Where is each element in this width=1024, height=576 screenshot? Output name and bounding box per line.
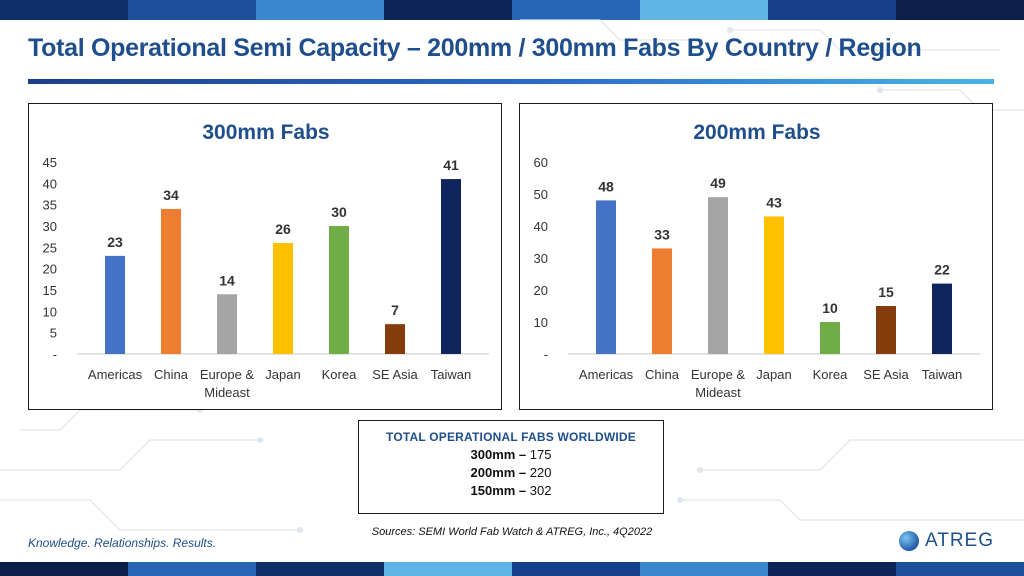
atreg-logo: ATREG [898,530,994,552]
bar [820,322,840,354]
y-tick-label: 25 [43,240,57,255]
bar [652,248,672,354]
logo-text: ATREG [924,530,994,551]
category-label: Mideast [204,385,250,400]
data-label: 26 [275,221,291,237]
y-tick-label: 20 [43,262,57,277]
totals-row-300mm: 300mm – 175 [359,447,663,462]
bar [217,294,237,354]
category-label: Taiwan [922,367,962,382]
bar [932,283,952,354]
bar [708,197,728,354]
y-tick-label: 20 [534,283,548,298]
chart-200mm-fabs: 200mm Fabs - 10 20 30 40 50 60 48 Americas 33 China… [519,103,993,410]
y-tick-label: 50 [534,187,548,202]
category-label: Americas [88,367,143,382]
bar [273,243,293,354]
category-label: China [645,367,680,382]
globe-icon [898,531,919,551]
y-tick-label: - [544,347,548,362]
y-tick-label: 35 [43,198,57,213]
tagline: Knowledge. Relationships. Results. [28,536,217,550]
chart-300mm-svg: 300mm Fabs - 5 10 15 20 25 30 35 40 45 23 Americas 34… [43,121,489,400]
data-label: 22 [934,262,950,278]
bar [764,216,784,354]
totals-row-150mm: 150mm – 302 [359,483,663,498]
totals-label: 150mm – [470,483,527,498]
data-label: 14 [219,272,235,288]
bar [385,324,405,354]
y-tick-label: 60 [534,155,548,170]
chart-title: 300mm Fabs [202,121,329,144]
y-tick-label: 10 [43,304,57,319]
title-underline [28,79,994,84]
chart-200mm-svg: 200mm Fabs - 10 20 30 40 50 60 48 Americas 33 China… [534,121,980,400]
y-tick-label: 45 [43,155,57,170]
totals-value: 220 [529,465,552,480]
data-label: 7 [391,302,399,318]
category-label: Mideast [695,385,741,400]
y-tick-label: 30 [43,219,57,234]
data-label: 49 [710,175,726,191]
y-tick-label: 30 [534,251,548,266]
data-label: 41 [443,157,459,173]
data-label: 10 [822,300,838,316]
y-tick-label: 40 [534,219,548,234]
bar [105,255,125,354]
category-label: SE Asia [372,367,418,382]
category-label: Americas [579,367,634,382]
chart-300mm-fabs: 300mm Fabs - 5 10 15 20 25 30 35 40 45 23 Americas 34… [28,103,502,410]
bar [329,226,349,354]
totals-value: 175 [529,447,552,462]
data-label: 23 [107,234,123,250]
y-tick-label: 10 [534,315,548,330]
bar [441,179,461,354]
category-label: China [154,367,189,382]
totals-row-200mm: 200mm – 220 [359,465,663,480]
totals-value: 302 [529,483,552,498]
bar [596,200,616,354]
data-label: 43 [766,194,782,210]
y-tick-label: 5 [50,326,57,341]
chart-title: 200mm Fabs [693,121,820,144]
data-label: 30 [331,204,347,220]
data-label: 15 [878,284,894,300]
bar [876,306,896,354]
category-label: Korea [322,367,357,382]
totals-heading: TOTAL OPERATIONAL FABS WORLDWIDE [386,430,636,444]
category-label: Japan [265,367,300,382]
y-tick-label: - [53,347,57,362]
slide-title: Total Operational Semi Capacity – 200mm … [28,34,922,62]
top-color-band [0,0,1024,20]
totals-label: 200mm – [470,465,527,480]
sources-note: Sources: SEMI World Fab Watch & ATREG, I… [371,526,653,538]
totals-label: 300mm – [470,447,527,462]
data-label: 34 [163,187,179,203]
data-label: 33 [654,226,670,242]
category-label: Europe & [200,367,255,382]
y-tick-label: 15 [43,283,57,298]
category-label: Japan [756,367,791,382]
category-label: Europe & [691,367,746,382]
category-label: Taiwan [431,367,471,382]
data-label: 48 [598,178,614,194]
y-tick-label: 40 [43,176,57,191]
category-label: SE Asia [863,367,909,382]
totals-box: TOTAL OPERATIONAL FABS WORLDWIDE 300mm –… [358,420,664,514]
bottom-color-band [0,562,1024,576]
bar [161,208,181,354]
category-label: Korea [813,367,848,382]
